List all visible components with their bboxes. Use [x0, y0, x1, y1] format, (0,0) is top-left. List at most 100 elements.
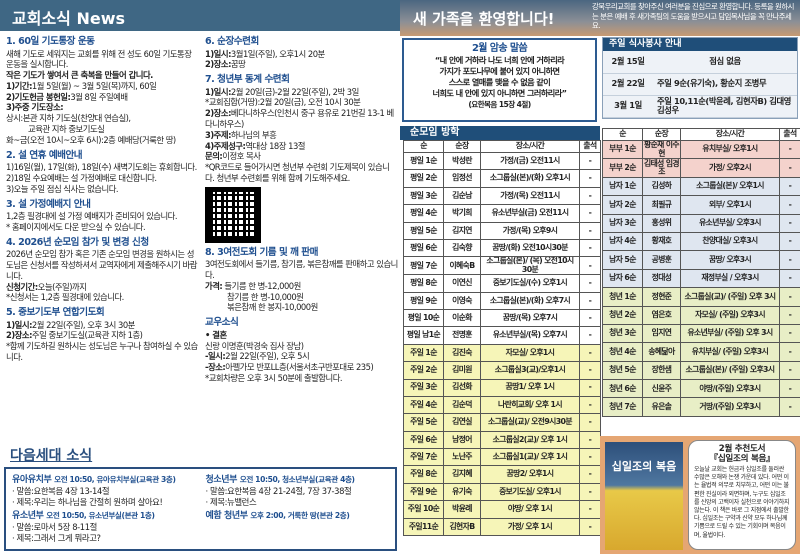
- attendance: -: [779, 379, 800, 399]
- group-name: 부부 1순: [602, 139, 643, 160]
- table-header: 순 순장 장소/시간 출석: [602, 128, 800, 141]
- book-cover-image: 십일조의 복음: [605, 442, 683, 550]
- section-line: 3)주제:하나님의 부흥: [205, 130, 398, 141]
- section-line: 2)장소:베다니하우스(인천시 중구 용유로 21번길 13-1 베다니하우스): [205, 108, 398, 130]
- meal-service-panel: 주일 식사봉사 안내 2월 15일 점심 없음 2월 22일 주일 9순(유기숙),…: [602, 37, 798, 119]
- ministry-heading: 예함 청년부 오후 2:00, 거룩한 땅(본관 2층): [206, 510, 390, 522]
- leader-name: 김숙향: [443, 238, 481, 258]
- column-header: 장소/시간: [480, 140, 580, 153]
- section-line: 참기름 한 병-10,000원: [205, 292, 398, 303]
- table-row: 주일 6순 남정어 소그룹실2(교)/ 오후 1시 -: [403, 430, 601, 450]
- section-line: 2)장소:꿈땅: [205, 59, 398, 70]
- leader-name: 홍성위: [642, 213, 681, 233]
- leader-name: 정대성: [642, 268, 681, 289]
- line-label: 1)일시:: [205, 48, 231, 59]
- ministry-heading: 유아유치부 오전 10:50, 유아유치부실(교육관 3층): [12, 474, 196, 486]
- attendance: -: [779, 397, 800, 417]
- place-time: 유소년부실/ 오후3시: [680, 213, 780, 233]
- book-card: 2월 추천도서 『십일조의 복음』 오늘날 교회는 헌금과 십일조를 둘러싼 수…: [688, 440, 796, 550]
- group-name: 평일 남1순: [403, 326, 444, 345]
- section-line: 새해 기도로 세워지는 교회를 위해 전 성도 60일 기도통장 운동을 실시합…: [6, 49, 199, 71]
- section-title: 교우소식: [205, 317, 239, 329]
- section-line: 교육관 지하 중보기도실: [6, 124, 199, 135]
- table-header: 순 순장 장소/시간 출석: [403, 140, 601, 153]
- attendance: -: [779, 195, 800, 215]
- next-generation-section: 다음세대 소식 유아유치부 오전 10:50, 유아유치부실(교육관 3층) · …: [0, 448, 400, 554]
- table-row: 청년 4순 송혜닮아 유치부실/ (주일) 오후3시 -: [602, 342, 800, 362]
- line-text: 꿈땅: [230, 59, 246, 70]
- leader-name: 임정선: [443, 169, 481, 188]
- column-header: 순: [602, 128, 643, 141]
- section-line: 2026년 순모임 참가 혹은 기존 순모임 변경을 원하시는 성도님은 신청서…: [6, 249, 199, 281]
- line-text: 1)16일(월), 17일(화), 18일(수) 새벽기도회는 휴회합니다.: [6, 162, 197, 173]
- table-row: 평일 4순 박기희 유소년부실(금) 오전11시 -: [403, 204, 601, 223]
- meal-row: 2월 15일 점심 없음: [603, 51, 797, 74]
- welcome-text: 강북우리교회를 찾아주신 여러분을 진심으로 환영합니다. 등록을 원하시는 분…: [592, 2, 794, 31]
- line-label: -장소:: [205, 362, 226, 373]
- news-section: 6. 순장수련회 1)일시:3월1일(주일), 오후1시 20분 2)장소:꿈땅: [205, 36, 398, 70]
- attendance: -: [579, 482, 601, 502]
- table-row: 청년 2순 염은호 자모실/ (주일) 오후3시 -: [602, 305, 800, 325]
- book-description: 오늘날 교회는 헌금과 십일조를 둘러싼 수많은 오해와 논쟁 가운데 있다. …: [694, 466, 790, 539]
- section-line: *QR코드로 들어가시면 청년부 수련회 기도제목이 있습니다. 청년부 수련회…: [205, 162, 398, 184]
- attendance: -: [579, 413, 601, 432]
- meal-text: 주일 9순(유기숙), 황순지 조병무: [653, 73, 797, 96]
- place-time: 소그룹실(본)/ (목) 오전10시30분: [480, 256, 580, 276]
- leader-name: 박윤례: [443, 500, 481, 519]
- table-row: 주일 9순 유기숙 중보기도실/ 오후1시 -: [403, 482, 601, 502]
- verse-line: 스스로 열매를 맺을 수 없음 같이: [448, 77, 551, 87]
- section-title: 4. 2026년 순모임 참가 및 변경 신청: [6, 236, 149, 248]
- line-label: 2)장소:: [205, 108, 231, 119]
- place-time: 꿈땅1/ 오후 1시: [480, 378, 580, 397]
- leader-name: 염은호: [642, 305, 681, 325]
- leader-name: 김순남: [443, 186, 481, 206]
- place-time: 유치부실/ 오후1시: [680, 139, 780, 160]
- meal-text: 점심 없음: [653, 51, 797, 74]
- leader-name: 남정어: [443, 430, 481, 450]
- table-row: 평일 6순 김숙향 꿈땅/(화) 오전10시30분 -: [403, 238, 601, 258]
- table-row: 남자 5순 공병훈 꿈땅/ 오후3시 -: [602, 250, 800, 270]
- leader-name: 김미원: [443, 361, 481, 380]
- group-name: 평일 4순: [403, 204, 444, 223]
- attendance: -: [579, 169, 601, 188]
- group-name: 청년 3순: [602, 323, 643, 344]
- attendance: -: [579, 238, 601, 258]
- line-text: 2월 20일(금)-2월 22일(주일), 2박 3일: [230, 86, 359, 97]
- news-header: 교회소식 News: [0, 0, 400, 31]
- section-title: 1. 60일 기도통장 운동: [6, 36, 95, 47]
- line-text: 주일 중보기도실(교육관 지하 1층): [31, 330, 143, 341]
- group-name: 청년 6순: [602, 379, 643, 399]
- verse-line: 가지가 포도나무에 붙어 있지 아니하면: [439, 66, 561, 76]
- section-line: 문의:이정호 목사: [205, 151, 398, 162]
- place-time: 유소년부실(금) 오전11시: [480, 204, 580, 223]
- book-title: 『십일조의 복음』: [709, 454, 775, 464]
- leader-name: 장한샘: [642, 360, 681, 381]
- news-columns: 1. 60일 기도통장 운동 새해 기도로 세워지는 교회를 위해 전 성도 6…: [0, 31, 400, 448]
- meal-service-table: 2월 15일 점심 없음 2월 22일 주일 9순(유기숙), 황순지 조병무 3월…: [603, 51, 797, 118]
- column-header: 출석: [579, 140, 601, 153]
- leader-name: 김현자B: [443, 517, 481, 537]
- group-name: 평일 6순: [403, 238, 444, 258]
- line-text: 들기름 한 병-12,000원: [222, 280, 301, 291]
- line-label: 1)일시:: [205, 86, 231, 97]
- section-line: *함께 기도하길 원하시는 성도님은 누구나 참여하실 수 있습니다.: [6, 341, 199, 363]
- place-time: 중보기도실/(수) 오후1시: [480, 274, 580, 293]
- section-line: 신랑 이명훈(박경숙 집사 장남): [205, 341, 398, 352]
- attendance: -: [579, 291, 601, 310]
- table-row: 평일 5순 김지연 가정/(목) 오후9시 -: [403, 221, 601, 240]
- section-line: 상시:본관 지하 기도실(찬양대 연습실),: [6, 113, 199, 124]
- section-line: 1)일시:2월 22일(주일), 오후 3시 30분: [6, 320, 199, 331]
- group-name: 주일 10순: [403, 500, 444, 519]
- news-section: 7. 청년부 동계 수련회 1)일시:2월 20일(금)-2월 22일(주일), …: [205, 74, 398, 243]
- table-row: 청년 1순 정현준 소그룹실(교)/ (주일) 오후 3시 -: [602, 287, 800, 307]
- group-name: 주일 8순: [403, 465, 444, 484]
- line-label: -일시:: [205, 351, 226, 362]
- group-name: 평일 2순: [403, 169, 444, 188]
- section-line: 1)일시:3월1일(주일), 오후1시 20분: [205, 49, 398, 60]
- group-name: 남자 5순: [602, 250, 643, 270]
- qr-code-image: [205, 186, 261, 243]
- place-time: 가정/(금) 오전11시: [480, 151, 580, 171]
- ministry-line: · 제목:우리는 하나님을 간절히 원하며 살아요!: [12, 497, 163, 507]
- small-group-right-area: 순 순장 장소/시간 출석 부부 1순 황순재 이주현 유치부실/ 오후1시 - 부부 2순 김태…: [600, 128, 800, 554]
- place-time: 재정부실 / 오후3시: [680, 268, 780, 289]
